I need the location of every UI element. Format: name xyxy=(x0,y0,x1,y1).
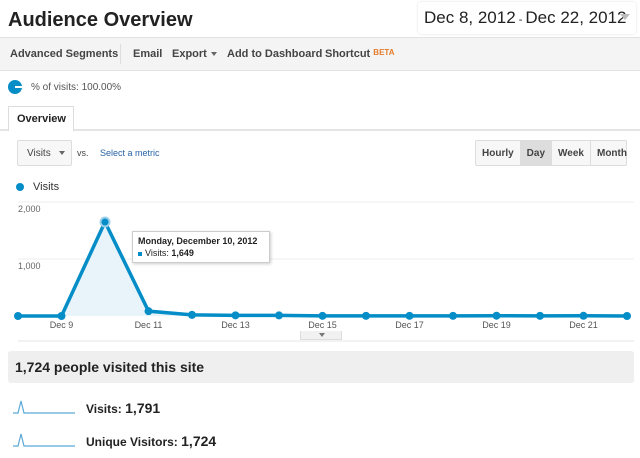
data-point xyxy=(57,312,66,320)
week-button[interactable]: Week xyxy=(552,141,591,165)
tooltip-label: Visits: xyxy=(145,248,169,258)
granularity-group: Hourly Day Week Month xyxy=(475,140,627,166)
date-range-picker[interactable]: Dec 8, 2012- Dec 22, 2012 xyxy=(418,2,636,34)
caret-down-icon xyxy=(210,52,217,57)
legend-dot-icon xyxy=(16,183,24,191)
date-end: Dec 22, 2012 xyxy=(525,8,627,27)
tab-overview[interactable]: Overview xyxy=(8,106,74,131)
shortcut-label: Shortcut xyxy=(325,48,371,60)
segment-pie-icon[interactable] xyxy=(8,80,22,94)
x-tick-label: Dec 9 xyxy=(50,320,74,330)
add-to-dashboard-button[interactable]: Add to Dashboard xyxy=(227,48,323,60)
page-title: Audience Overview xyxy=(8,9,193,31)
select-metric-link[interactable]: Select a metric xyxy=(100,148,160,158)
x-tick-label: Dec 15 xyxy=(308,320,337,330)
vs-label: vs. xyxy=(77,148,89,158)
beta-badge: BETA xyxy=(373,48,395,57)
data-point xyxy=(318,311,327,320)
stat-unique-label: Unique Visitors: xyxy=(86,435,178,449)
visits-sparkline-icon[interactable] xyxy=(13,398,75,416)
advanced-segments-button[interactable]: Advanced Segments xyxy=(10,48,119,60)
y-tick-label: 1,000 xyxy=(18,261,41,271)
data-point xyxy=(275,311,283,320)
export-label: Export xyxy=(172,48,207,60)
tooltip-value: 1,649 xyxy=(171,248,194,258)
x-tick-label: Dec 21 xyxy=(569,320,598,330)
stat-visits-label: Visits: xyxy=(86,402,122,416)
x-tick-label: Dec 17 xyxy=(395,320,424,330)
data-point xyxy=(362,311,370,320)
series-area xyxy=(18,222,627,316)
caret-down-icon xyxy=(58,151,65,156)
x-tick-label: Dec 19 xyxy=(482,320,511,330)
visits-chart: 2,000 1,000 Dec 9 Dec 11 Dec 13 Dec 15 Dec 17 D… xyxy=(14,201,634,342)
stat-unique-value: 1,724 xyxy=(181,433,217,449)
data-point xyxy=(144,307,153,316)
data-point xyxy=(188,310,196,319)
unique-visitors-sparkline-icon[interactable] xyxy=(13,431,75,449)
stat-unique-visitors[interactable]: Unique Visitors: 1,724 xyxy=(86,433,216,449)
tooltip-title: Monday, December 10, 2012 xyxy=(138,236,258,246)
hourly-button[interactable]: Hourly xyxy=(476,141,521,165)
day-button[interactable]: Day xyxy=(520,141,553,165)
data-point xyxy=(492,311,501,320)
chevron-down-icon xyxy=(620,14,630,20)
toolbar: Advanced Segments Email Export Add to Da… xyxy=(0,37,640,71)
stat-visits[interactable]: Visits: 1,791 xyxy=(86,400,160,416)
segment-label: % of visits: 100.00% xyxy=(31,82,122,93)
data-point xyxy=(231,311,240,320)
data-point xyxy=(536,311,544,320)
data-point xyxy=(405,311,414,320)
data-point xyxy=(99,216,111,228)
metric-dropdown[interactable]: Visits xyxy=(17,140,72,166)
summary-headline: 1,724 people visited this site xyxy=(8,351,634,383)
x-tick-label: Dec 13 xyxy=(221,320,250,330)
y-tick-label: 2,000 xyxy=(18,204,41,214)
metric-label: Visits xyxy=(27,148,51,159)
month-button[interactable]: Month xyxy=(596,148,627,159)
email-button[interactable]: Email xyxy=(133,48,163,60)
chart-tooltip: Monday, December 10, 2012 Visits: 1,649 xyxy=(132,231,270,263)
data-point xyxy=(623,312,631,320)
tab-divider xyxy=(0,129,640,131)
date-start: Dec 8, 2012 xyxy=(424,8,516,27)
legend-label[interactable]: Visits xyxy=(33,181,60,193)
x-tick-label: Dec 11 xyxy=(135,320,163,330)
date-separator: - xyxy=(518,14,523,26)
chart-expand-handle[interactable] xyxy=(300,331,342,340)
stat-visits-value: 1,791 xyxy=(125,400,161,416)
export-button[interactable]: Export xyxy=(172,48,217,60)
data-point xyxy=(449,311,457,320)
shortcut-button[interactable]: Shortcut BETA xyxy=(325,48,394,60)
data-point xyxy=(579,311,588,320)
series-square-icon xyxy=(138,251,142,256)
divider xyxy=(120,44,121,64)
data-point xyxy=(14,312,22,320)
